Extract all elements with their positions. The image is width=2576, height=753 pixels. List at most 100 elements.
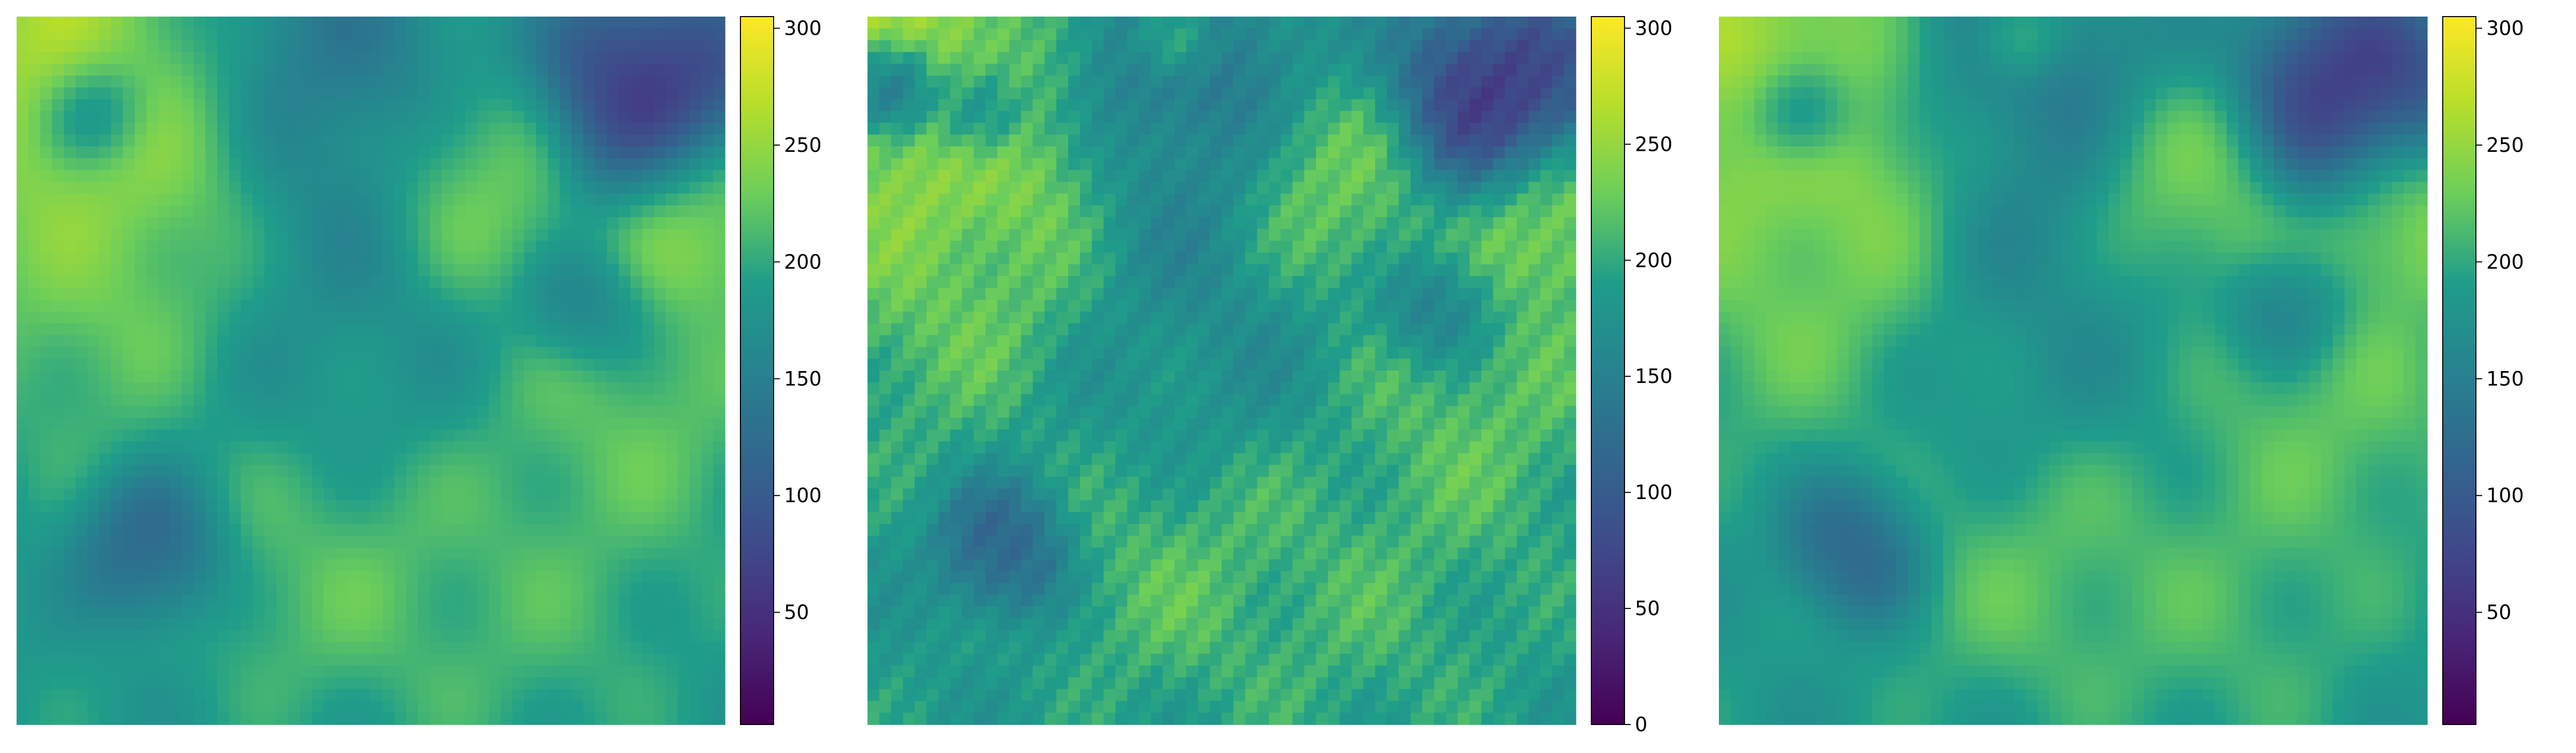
heatmap-cell xyxy=(347,512,360,524)
heatmap-cell xyxy=(371,653,383,666)
heatmap-cell xyxy=(429,52,442,64)
heatmap-cell xyxy=(1316,169,1328,182)
heatmap-cell xyxy=(595,571,608,584)
heatmap-cell xyxy=(300,382,312,395)
heatmap-cell xyxy=(382,122,395,135)
heatmap-cell xyxy=(111,40,123,53)
heatmap-cell xyxy=(323,40,336,53)
heatmap-cell xyxy=(441,371,454,383)
heatmap-cell xyxy=(441,713,454,725)
heatmap-cell xyxy=(170,701,183,714)
heatmap-cell xyxy=(146,264,159,277)
heatmap-cell xyxy=(465,229,478,241)
heatmap-cell xyxy=(158,288,171,301)
heatmap-cell xyxy=(666,689,678,702)
heatmap-cell xyxy=(1410,146,1423,159)
heatmap-cell xyxy=(1210,181,1222,194)
heatmap-cell xyxy=(382,618,395,631)
heatmap-cell xyxy=(288,335,301,348)
heatmap-cell xyxy=(642,311,655,324)
heatmap-cell xyxy=(359,606,371,619)
heatmap-cell xyxy=(1327,169,1340,182)
heatmap-cell xyxy=(1458,111,1470,123)
heatmap-cell xyxy=(241,252,254,265)
heatmap-cell xyxy=(1222,146,1234,159)
heatmap-cell xyxy=(559,571,572,584)
heatmap-cell xyxy=(642,111,655,123)
heatmap-cell xyxy=(52,158,64,171)
heatmap-cell xyxy=(1044,17,1057,29)
heatmap-cell xyxy=(264,300,277,312)
heatmap-cell xyxy=(583,134,596,147)
heatmap-cell xyxy=(666,594,678,607)
heatmap-cell xyxy=(312,689,324,702)
heatmap-cell xyxy=(418,300,430,312)
heatmap-cell xyxy=(122,406,135,418)
heatmap-cell xyxy=(335,630,348,643)
heatmap-cell xyxy=(701,158,714,171)
heatmap-cell xyxy=(406,40,418,53)
heatmap-cell xyxy=(429,64,442,76)
heatmap-cell xyxy=(548,193,561,206)
heatmap-cell xyxy=(607,205,619,218)
heatmap-cell xyxy=(630,618,643,631)
heatmap-cell xyxy=(1068,169,1081,182)
heatmap-cell xyxy=(512,547,525,560)
heatmap-cell xyxy=(701,146,714,159)
heatmap-cell xyxy=(441,205,454,218)
heatmap-cell xyxy=(276,205,289,218)
heatmap-cell xyxy=(666,217,678,230)
heatmap-cell xyxy=(1139,264,1152,277)
heatmap-cell xyxy=(500,701,513,714)
heatmap-cell xyxy=(99,52,111,64)
heatmap-cell xyxy=(654,64,666,76)
heatmap-cell xyxy=(418,323,430,336)
heatmap-cell xyxy=(382,512,395,524)
heatmap-cell xyxy=(488,523,501,536)
heatmap-cell xyxy=(642,371,655,383)
heatmap-cell xyxy=(1351,169,1364,182)
heatmap-cell xyxy=(418,582,430,595)
heatmap-cell xyxy=(122,512,135,524)
heatmap-cell xyxy=(276,193,289,206)
heatmap-cell xyxy=(1375,158,1388,171)
heatmap-cell xyxy=(253,394,265,407)
heatmap-cell xyxy=(607,300,619,312)
heatmap-cell xyxy=(276,169,289,182)
heatmap-cell xyxy=(170,64,183,76)
heatmap-cell xyxy=(276,64,289,76)
heatmap-cell xyxy=(453,300,466,312)
heatmap-cell xyxy=(170,288,183,301)
heatmap-cell xyxy=(418,75,430,88)
heatmap-cell xyxy=(111,229,123,241)
heatmap-cell xyxy=(276,488,289,501)
heatmap-cell xyxy=(418,288,430,301)
heatmap-cell xyxy=(1115,240,1128,253)
heatmap-cell xyxy=(229,347,242,360)
heatmap-cell xyxy=(1210,28,1222,41)
heatmap-cell xyxy=(359,276,371,289)
heatmap-cell xyxy=(524,559,537,572)
heatmap-cell xyxy=(371,193,383,206)
heatmap-cell xyxy=(312,606,324,619)
heatmap-cell xyxy=(371,181,383,194)
heatmap-cell xyxy=(595,523,608,536)
heatmap-cell xyxy=(335,359,348,371)
heatmap-cell xyxy=(559,252,572,265)
heatmap-cell xyxy=(619,17,631,29)
heatmap-cell xyxy=(441,28,454,41)
heatmap-cell xyxy=(28,382,41,395)
heatmap-cell xyxy=(1493,111,1506,123)
heatmap-cell xyxy=(903,28,915,41)
heatmap-cell xyxy=(288,311,301,324)
heatmap-cell xyxy=(99,677,111,690)
heatmap-cell xyxy=(713,559,725,572)
heatmap-cell xyxy=(666,476,678,489)
heatmap-cell xyxy=(548,311,561,324)
heatmap-cell xyxy=(477,394,489,407)
heatmap-cell xyxy=(1044,122,1057,135)
heatmap-cell xyxy=(406,701,418,714)
heatmap-cell xyxy=(394,122,407,135)
heatmap-cell xyxy=(323,347,336,360)
heatmap-cell xyxy=(524,252,537,265)
